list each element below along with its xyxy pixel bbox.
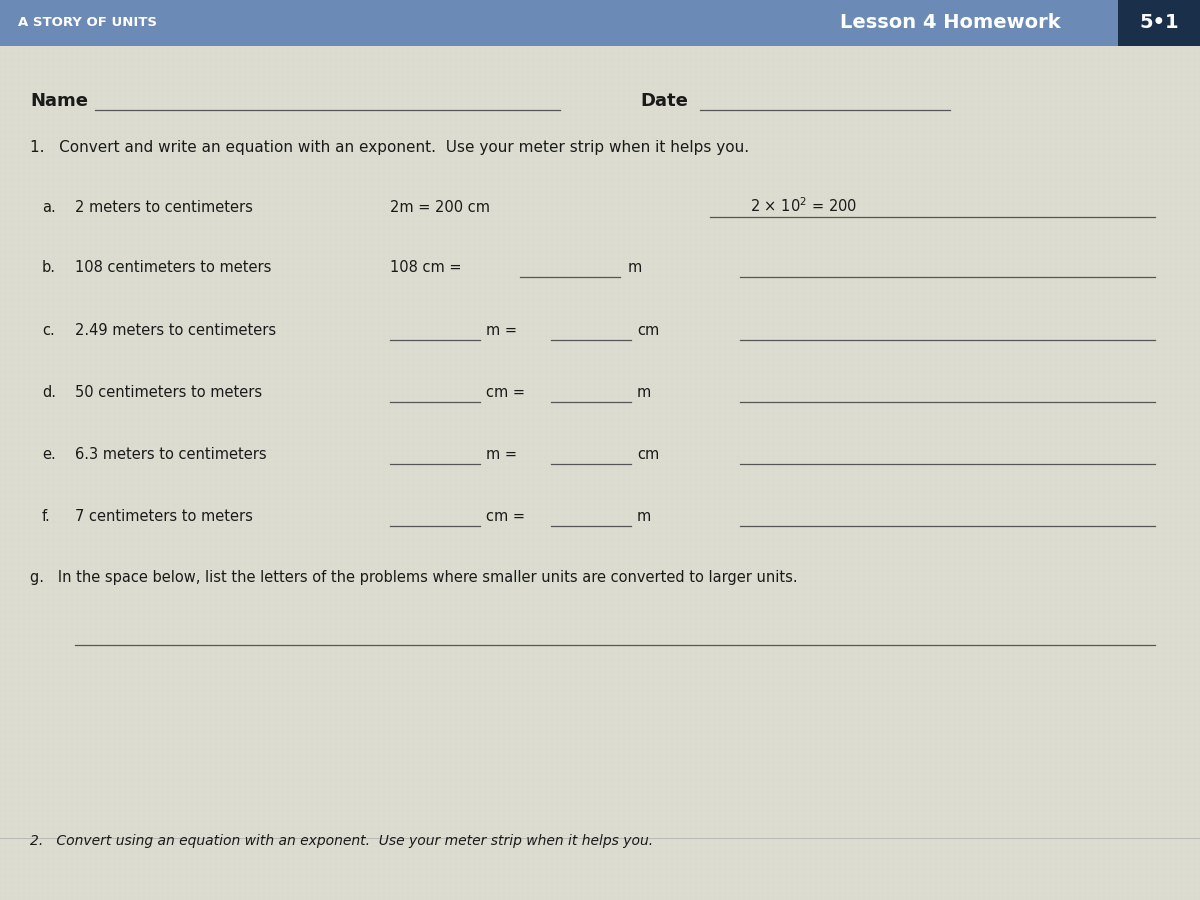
Text: Lesson 4 Homework: Lesson 4 Homework	[840, 14, 1061, 32]
Text: 1.   Convert and write an equation with an exponent.  Use your meter strip when : 1. Convert and write an equation with an…	[30, 140, 749, 155]
Text: e.: e.	[42, 447, 55, 462]
Text: 5•1: 5•1	[1139, 14, 1178, 32]
Bar	[0, 0, 1200, 46]
Text: Name: Name	[30, 92, 88, 110]
Text: m =: m =	[486, 323, 517, 338]
Text: Date: Date	[640, 92, 688, 110]
Text: 2.   Convert using an equation with an exponent.  Use your meter strip when it h: 2. Convert using an equation with an exp…	[30, 834, 653, 848]
Text: 2 meters to centimeters: 2 meters to centimeters	[74, 200, 253, 215]
Text: cm =: cm =	[486, 509, 526, 524]
Text: cm: cm	[637, 323, 659, 338]
Text: 7 centimeters to meters: 7 centimeters to meters	[74, 509, 253, 524]
Text: f.: f.	[42, 509, 50, 524]
Text: m: m	[637, 509, 652, 524]
Text: cm: cm	[637, 447, 659, 462]
Text: b.: b.	[42, 260, 56, 275]
Text: m: m	[628, 260, 642, 275]
Text: 50 centimeters to meters: 50 centimeters to meters	[74, 385, 262, 400]
Text: 108 centimeters to meters: 108 centimeters to meters	[74, 260, 271, 275]
Text: c.: c.	[42, 323, 55, 338]
Text: 2.49 meters to centimeters: 2.49 meters to centimeters	[74, 323, 276, 338]
Text: d.: d.	[42, 385, 56, 400]
Text: 2 $\times$ 10$^{2}$ = 200: 2 $\times$ 10$^{2}$ = 200	[750, 196, 857, 215]
Text: 6.3 meters to centimeters: 6.3 meters to centimeters	[74, 447, 266, 462]
Text: m: m	[637, 385, 652, 400]
Text: cm =: cm =	[486, 385, 526, 400]
Text: a.: a.	[42, 200, 55, 215]
Text: m =: m =	[486, 447, 517, 462]
Text: 2m = 200 cm: 2m = 200 cm	[390, 200, 490, 215]
Bar	[1118, 0, 1200, 46]
Text: A STORY OF UNITS: A STORY OF UNITS	[18, 16, 157, 30]
Text: g.   In the space below, list the letters of the problems where smaller units ar: g. In the space below, list the letters …	[30, 570, 798, 585]
Text: 108 cm =: 108 cm =	[390, 260, 462, 275]
